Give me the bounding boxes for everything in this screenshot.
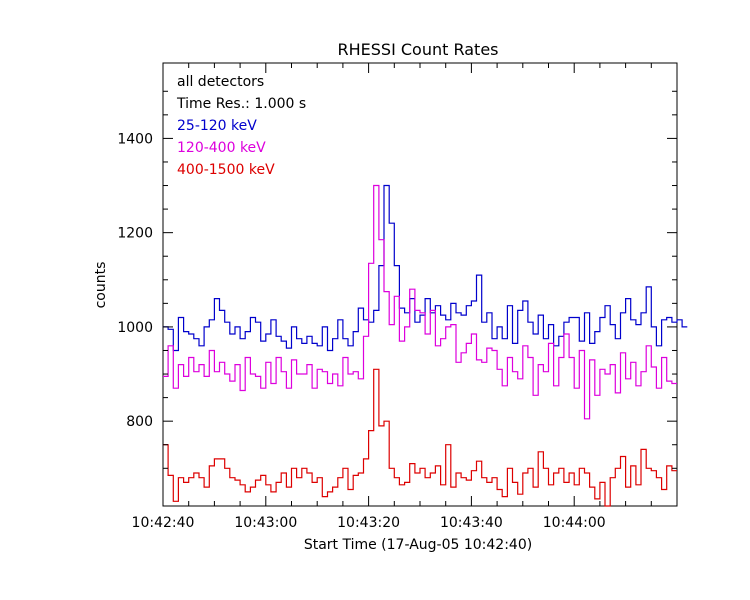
chart-title: RHESSI Count Rates bbox=[338, 40, 499, 59]
x-axis-label: Start Time (17-Aug-05 10:42:40) bbox=[304, 537, 532, 553]
x-tick-label: 10:43:20 bbox=[337, 515, 400, 531]
x-tick-label: 10:44:00 bbox=[543, 515, 606, 531]
series-layer bbox=[163, 184, 688, 507]
x-tick-label: 10:42:40 bbox=[132, 515, 195, 531]
annotation-detectors: all detectors bbox=[177, 74, 264, 90]
y-tick-label: 1200 bbox=[117, 226, 153, 242]
y-tick-label: 800 bbox=[126, 414, 153, 430]
y-axis-label: counts bbox=[93, 262, 109, 309]
y-tick-label: 1400 bbox=[117, 131, 153, 147]
series-line-3 bbox=[163, 368, 677, 507]
y-tick-label: 1000 bbox=[117, 320, 153, 336]
series-line-2 bbox=[163, 184, 677, 420]
legend-entry-400-1500: 400-1500 keV bbox=[177, 162, 275, 178]
x-tick-label: 10:43:40 bbox=[440, 515, 503, 531]
tick-layer: 10:42:40 10:43:00 10:43:20 10:43:40 10:44:00… bbox=[117, 63, 677, 531]
legend-entry-25-120: 25-120 keV bbox=[177, 118, 257, 134]
annotation-time-resolution: Time Res.: 1.000 s bbox=[176, 96, 306, 112]
legend-entry-120-400: 120-400 keV bbox=[177, 140, 266, 156]
x-tick-label: 10:43:00 bbox=[234, 515, 297, 531]
